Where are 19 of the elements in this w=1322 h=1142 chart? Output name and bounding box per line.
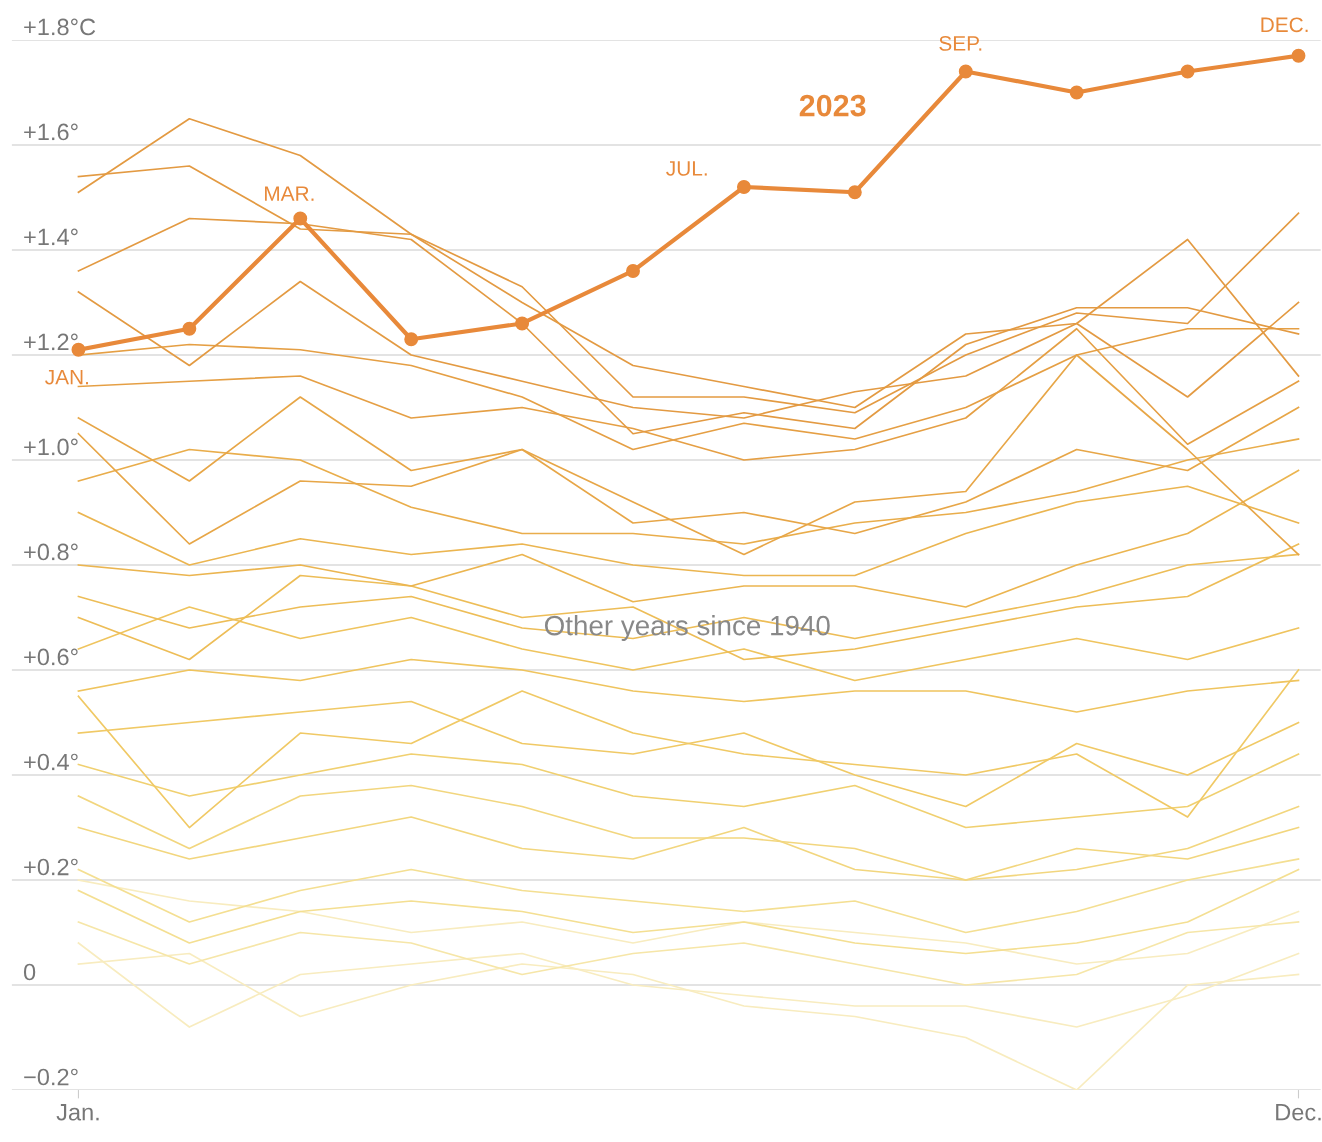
y-tick-label: 0 — [23, 963, 36, 981]
y-tick-label: +0.2° — [24, 858, 78, 876]
annotation: JAN. — [45, 369, 89, 385]
x-tick-label: Jan. — [56, 1104, 99, 1121]
annotation: DEC. — [1261, 17, 1308, 33]
annotation: MAR. — [265, 186, 314, 201]
x-tick-label: Dec. — [1276, 1104, 1321, 1121]
y-tick-label: +0.8° — [24, 543, 78, 561]
series-label: 2023 — [799, 94, 866, 117]
y-tick-label: +1.0° — [24, 438, 78, 456]
annotation: SEP. — [939, 36, 982, 51]
y-tick-label: +0.4° — [24, 753, 78, 771]
y-tick-label: +1.6° — [24, 123, 78, 141]
y-tick-label: +0.6° — [24, 648, 78, 666]
y-tick-label: +1.4° — [24, 228, 78, 246]
y-tick-label: +1.2° — [24, 333, 78, 351]
annotation: JUL. — [666, 161, 707, 176]
y-tick-label: −0.2° — [24, 1068, 78, 1086]
y-tick-label: +1.8°C — [24, 18, 96, 36]
